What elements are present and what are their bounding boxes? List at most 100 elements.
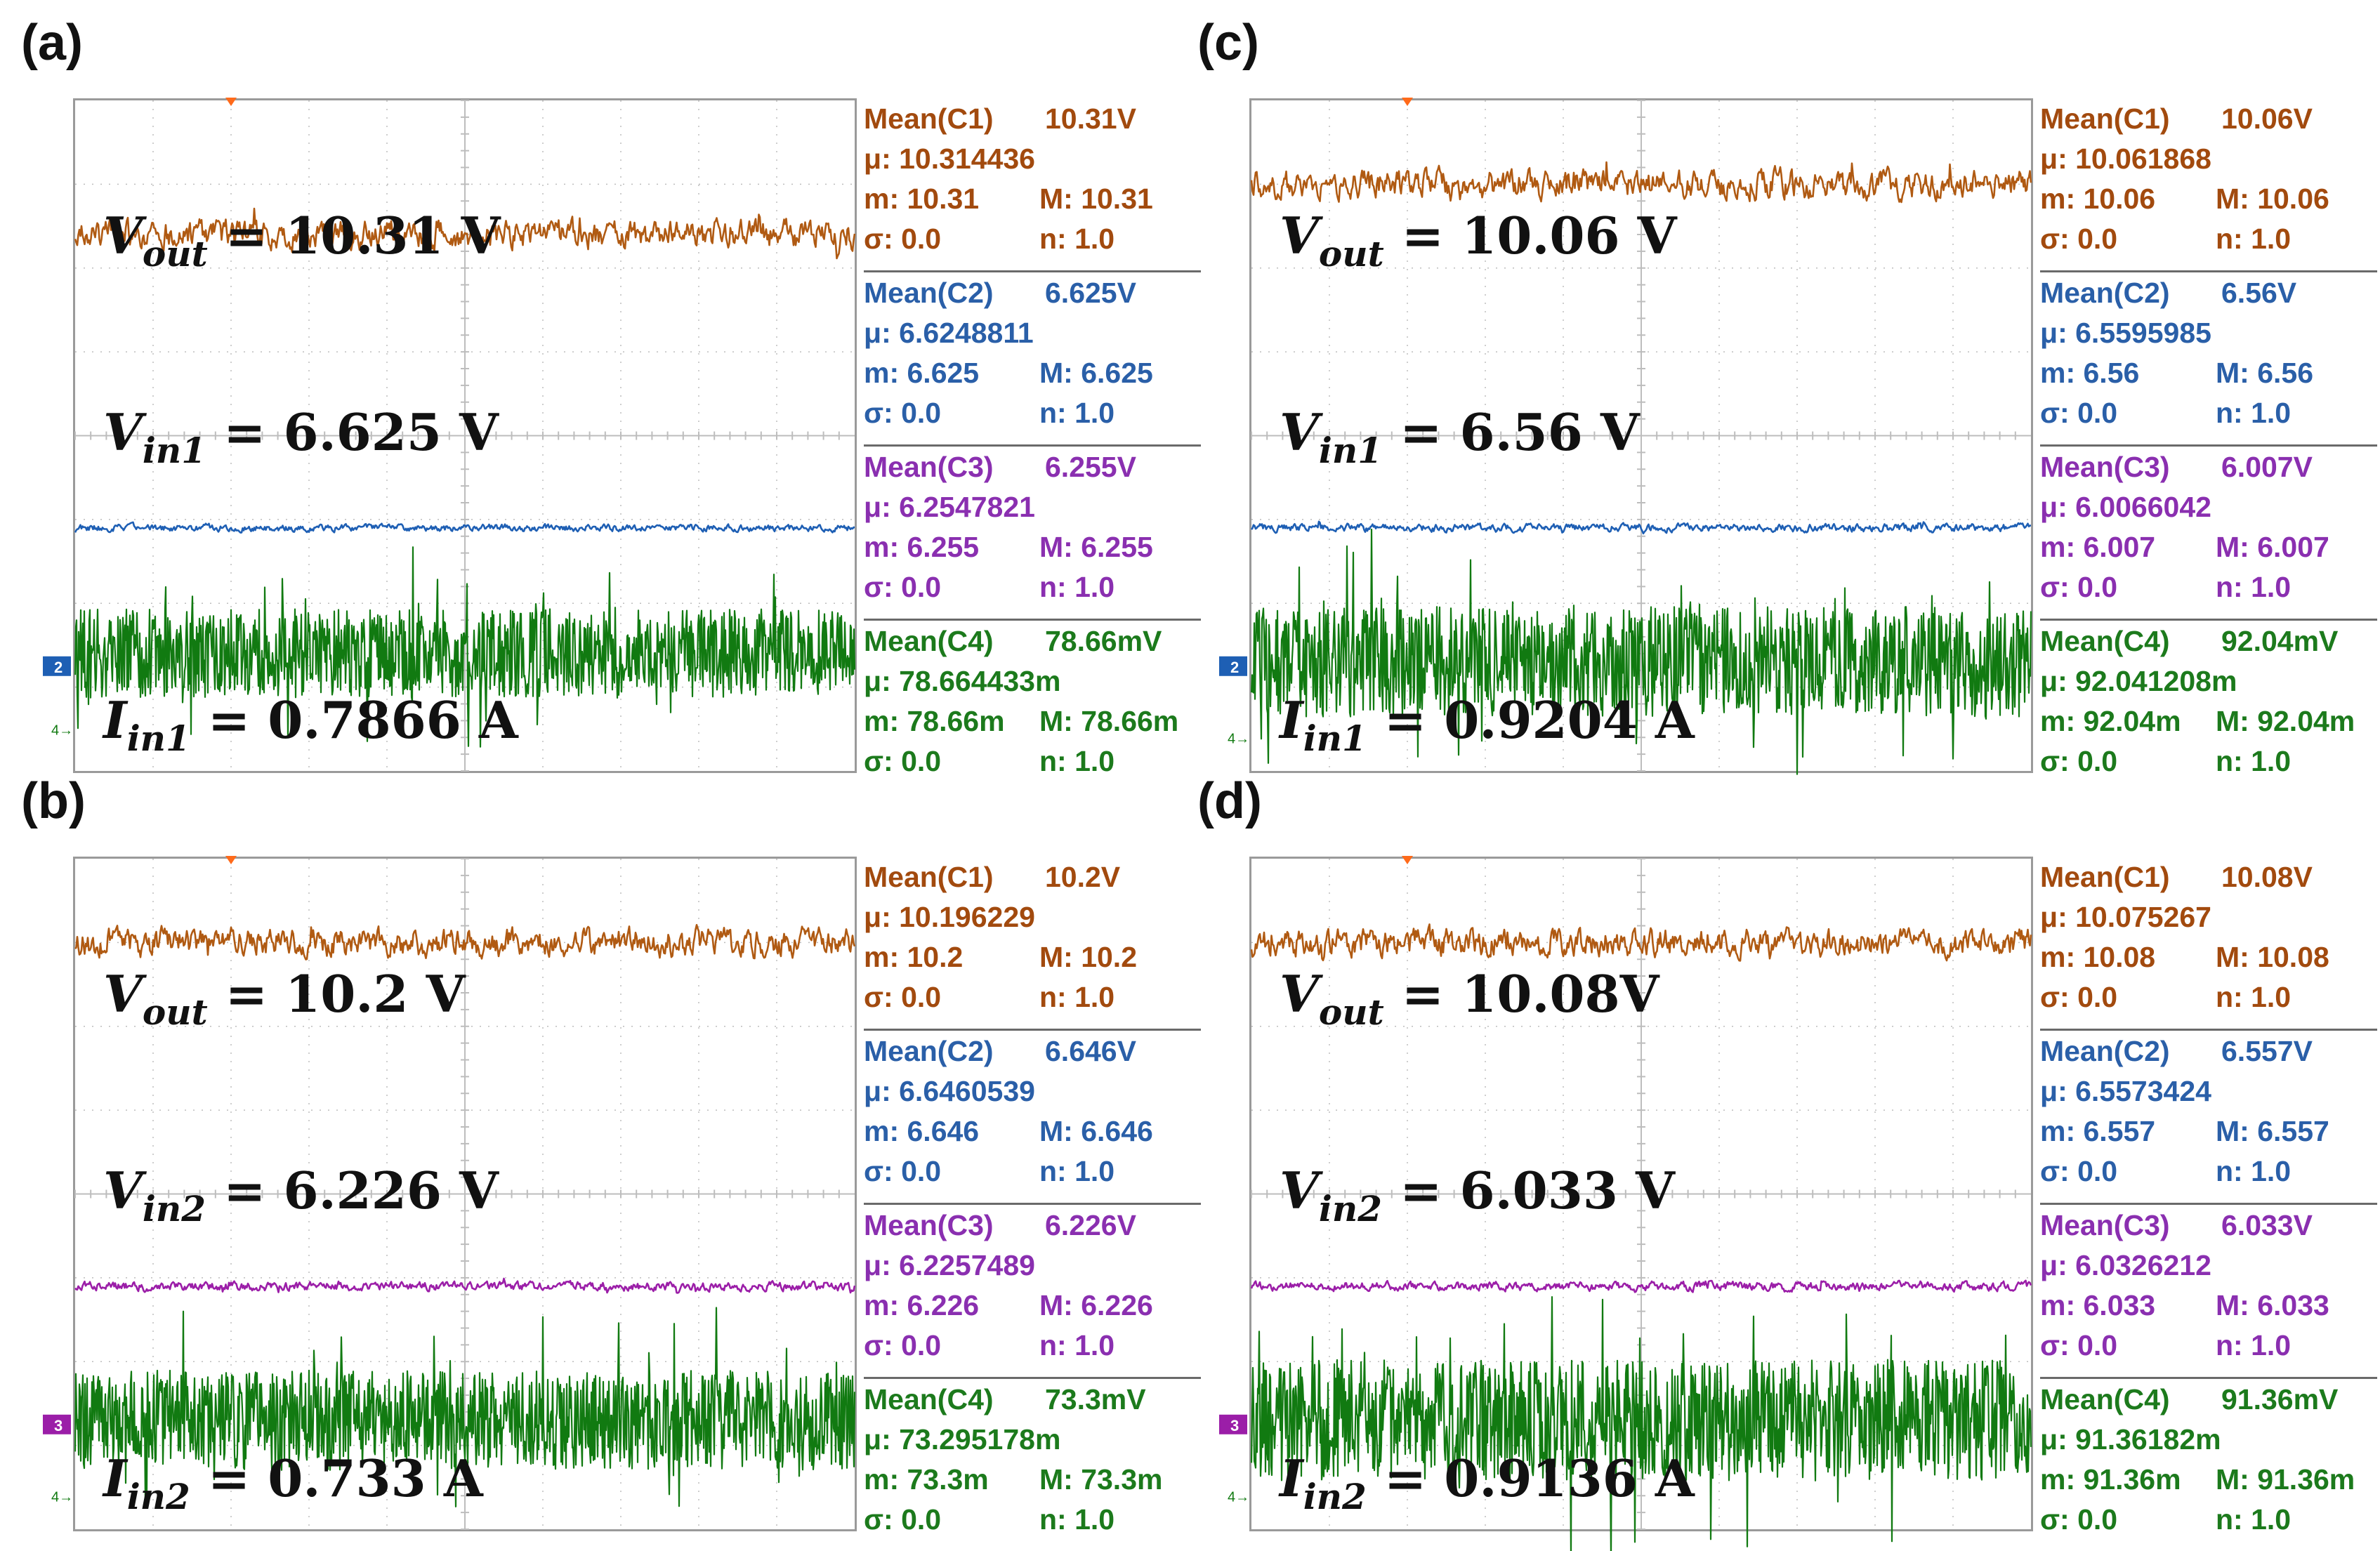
annotation-value: = 6.625 V xyxy=(206,402,499,462)
measurement-key: Mean(C3) xyxy=(2040,1209,2170,1241)
measurement-value: 10.08V xyxy=(2221,861,2313,893)
measurement-key: σ: 0.0 xyxy=(864,397,942,429)
measurement-row: m: 10.2 M: 10.2 xyxy=(864,937,1201,977)
annotation-symbol: V xyxy=(1280,1161,1319,1220)
measurement-row: m: 6.646 M: 6.646 xyxy=(864,1111,1201,1151)
scope-waveforms: 3 4→ xyxy=(1219,856,2032,1551)
trigger-marker xyxy=(1402,856,1413,864)
measurement-key: μ: 78.664433m xyxy=(864,665,1061,697)
measurement-value: M: 6.56 xyxy=(2216,357,2313,389)
measurement-row: Mean(C4) 91.36mV xyxy=(2040,1379,2377,1419)
measurement-key: Mean(C2) xyxy=(2040,1035,2170,1067)
annotation-subscript: in1 xyxy=(1318,430,1383,471)
measurement-key: σ: 0.0 xyxy=(2040,1329,2118,1361)
annotation-value: = 10.06 V xyxy=(1383,206,1677,265)
annotation-symbol: V xyxy=(103,402,143,462)
measurement-key: μ: 6.5573424 xyxy=(2040,1075,2211,1107)
measurement-key: μ: 73.295178m xyxy=(864,1423,1061,1456)
measurement-value: 73.3mV xyxy=(1045,1383,1146,1415)
panel-a: (a) 2 4→ Vout = 10.31 V Vin1 = 6.625 V Iin1 … xyxy=(21,14,1201,786)
waveform-c1 xyxy=(74,924,856,961)
measurement-block-c3: Mean(C3) 6.255V μ: 6.2547821 m: 6.255 M: 6.2… xyxy=(864,447,1201,621)
scope-waveforms: 2 4→ xyxy=(43,98,856,772)
measurement-key: Mean(C3) xyxy=(2040,451,2170,483)
measurement-key: σ: 0.0 xyxy=(864,745,942,777)
measurement-row: m: 6.255 M: 6.255 xyxy=(864,527,1201,567)
measurement-block-c1: Mean(C1) 10.08V μ: 10.075267 m: 10.08 M: 10.… xyxy=(2040,857,2377,1031)
annotation-subscript: out xyxy=(142,233,208,275)
measurement-key: m: 6.226 xyxy=(864,1289,980,1321)
waveform-c4 xyxy=(74,546,856,748)
channel-offset-marker xyxy=(43,656,71,676)
measurement-row: σ: 0.0 n: 1.0 xyxy=(864,567,1201,607)
measurement-key: σ: 0.0 xyxy=(864,1329,942,1361)
measurement-value: 10.2V xyxy=(1045,861,1121,893)
waveform-c2 xyxy=(1250,520,2032,535)
annotation-symbol: I xyxy=(1280,1448,1303,1508)
annotation-value: = 6.56 V xyxy=(1382,402,1640,462)
measurement-row: Mean(C1) 10.31V xyxy=(864,98,1201,138)
measurement-row: σ: 0.0 n: 1.0 xyxy=(864,392,1201,433)
measurement-key: σ: 0.0 xyxy=(864,571,942,603)
waveform-c4 xyxy=(1250,1296,2032,1551)
measurement-row: σ: 0.0 n: 1.0 xyxy=(2040,567,2377,607)
measurement-key: m: 91.36m xyxy=(2040,1463,2181,1496)
measurement-table: Mean(C1) 10.08V μ: 10.075267 m: 10.08 M: 10.… xyxy=(2040,857,2377,1545)
measurement-row: Mean(C3) 6.007V xyxy=(2040,447,2377,487)
trigger-marker xyxy=(1402,98,1413,106)
measurement-key: m: 6.255 xyxy=(864,531,980,563)
channel-4-marker: 4→ xyxy=(1228,731,1249,746)
measurement-block-c3: Mean(C3) 6.226V μ: 6.2257489 m: 6.226 M: 6.2… xyxy=(864,1205,1201,1379)
measurement-key: Mean(C2) xyxy=(864,1035,994,1067)
measurement-block-c2: Mean(C2) 6.646V μ: 6.6460539 m: 6.646 M: 6.6… xyxy=(864,1031,1201,1205)
measurement-key: σ: 0.0 xyxy=(864,1155,942,1187)
measurement-key: σ: 0.0 xyxy=(2040,1155,2118,1187)
annotation-v-in2: Vin2 = 6.226 V xyxy=(103,1161,499,1229)
measurement-row: Mean(C1) 10.06V xyxy=(2040,98,2377,138)
measurement-key: σ: 0.0 xyxy=(864,981,942,1013)
annotation-symbol: V xyxy=(1280,206,1319,265)
measurement-key: Mean(C2) xyxy=(2040,277,2170,309)
measurement-row: σ: 0.0 n: 1.0 xyxy=(2040,1325,2377,1365)
measurement-key: m: 10.08 xyxy=(2040,941,2156,973)
measurement-row: μ: 10.314436 xyxy=(864,138,1201,178)
measurement-block-c2: Mean(C2) 6.625V μ: 6.6248811 m: 6.625 M: 6.6… xyxy=(864,272,1201,447)
annotation-symbol: V xyxy=(103,1161,143,1220)
measurement-key: Mean(C2) xyxy=(864,277,994,309)
measurement-value: n: 1.0 xyxy=(2216,1155,2292,1187)
measurement-row: m: 6.033 M: 6.033 xyxy=(2040,1285,2377,1325)
measurement-row: σ: 0.0 n: 1.0 xyxy=(2040,741,2377,781)
measurement-key: μ: 10.061868 xyxy=(2040,143,2211,175)
measurement-key: μ: 10.196229 xyxy=(864,901,1035,933)
channel-4-marker: 4→ xyxy=(1228,1489,1249,1505)
measurement-row: σ: 0.0 n: 1.0 xyxy=(864,218,1201,258)
measurement-value: n: 1.0 xyxy=(1039,745,1115,777)
measurement-row: σ: 0.0 n: 1.0 xyxy=(864,1499,1201,1539)
waveform-c3 xyxy=(74,1277,856,1294)
measurement-key: Mean(C4) xyxy=(864,1383,994,1415)
measurement-row: m: 6.007 M: 6.007 xyxy=(2040,527,2377,567)
measurement-key: σ: 0.0 xyxy=(864,223,942,255)
annotation-subscript: in1 xyxy=(142,430,206,471)
measurement-value: M: 73.3m xyxy=(1039,1463,1163,1496)
measurement-row: μ: 6.0066042 xyxy=(2040,487,2377,527)
measurement-key: m: 92.04m xyxy=(2040,705,2181,737)
measurement-value: n: 1.0 xyxy=(1039,1503,1115,1536)
scope-screen: 2 4→ Vout = 10.31 V Vin1 = 6.625 V Iin1 = 0.… xyxy=(43,98,857,773)
measurement-row: m: 6.56 M: 6.56 xyxy=(2040,352,2377,392)
measurement-value: 91.36mV xyxy=(2221,1383,2339,1415)
measurement-block-c4: Mean(C4) 78.66mV μ: 78.664433m m: 78.66m M: … xyxy=(864,621,1201,793)
measurement-row: Mean(C4) 78.66mV xyxy=(864,621,1201,661)
measurement-key: σ: 0.0 xyxy=(2040,745,2118,777)
measurement-block-c2: Mean(C2) 6.557V μ: 6.5573424 m: 6.557 M: 6.5… xyxy=(2040,1031,2377,1205)
measurement-row: σ: 0.0 n: 1.0 xyxy=(864,977,1201,1017)
measurement-key: σ: 0.0 xyxy=(2040,223,2118,255)
measurement-row: m: 91.36m M: 91.36m xyxy=(2040,1459,2377,1499)
channel-offset-marker-label: 2 xyxy=(54,659,63,676)
measurement-key: Mean(C4) xyxy=(2040,625,2170,657)
measurement-row: Mean(C3) 6.033V xyxy=(2040,1205,2377,1245)
annotation-symbol: I xyxy=(1280,690,1303,750)
annotation-v-out: Vout = 10.08V xyxy=(1280,964,1659,1033)
channel-offset-marker-label: 3 xyxy=(54,1417,63,1434)
channel-offset-marker xyxy=(1219,656,1247,676)
